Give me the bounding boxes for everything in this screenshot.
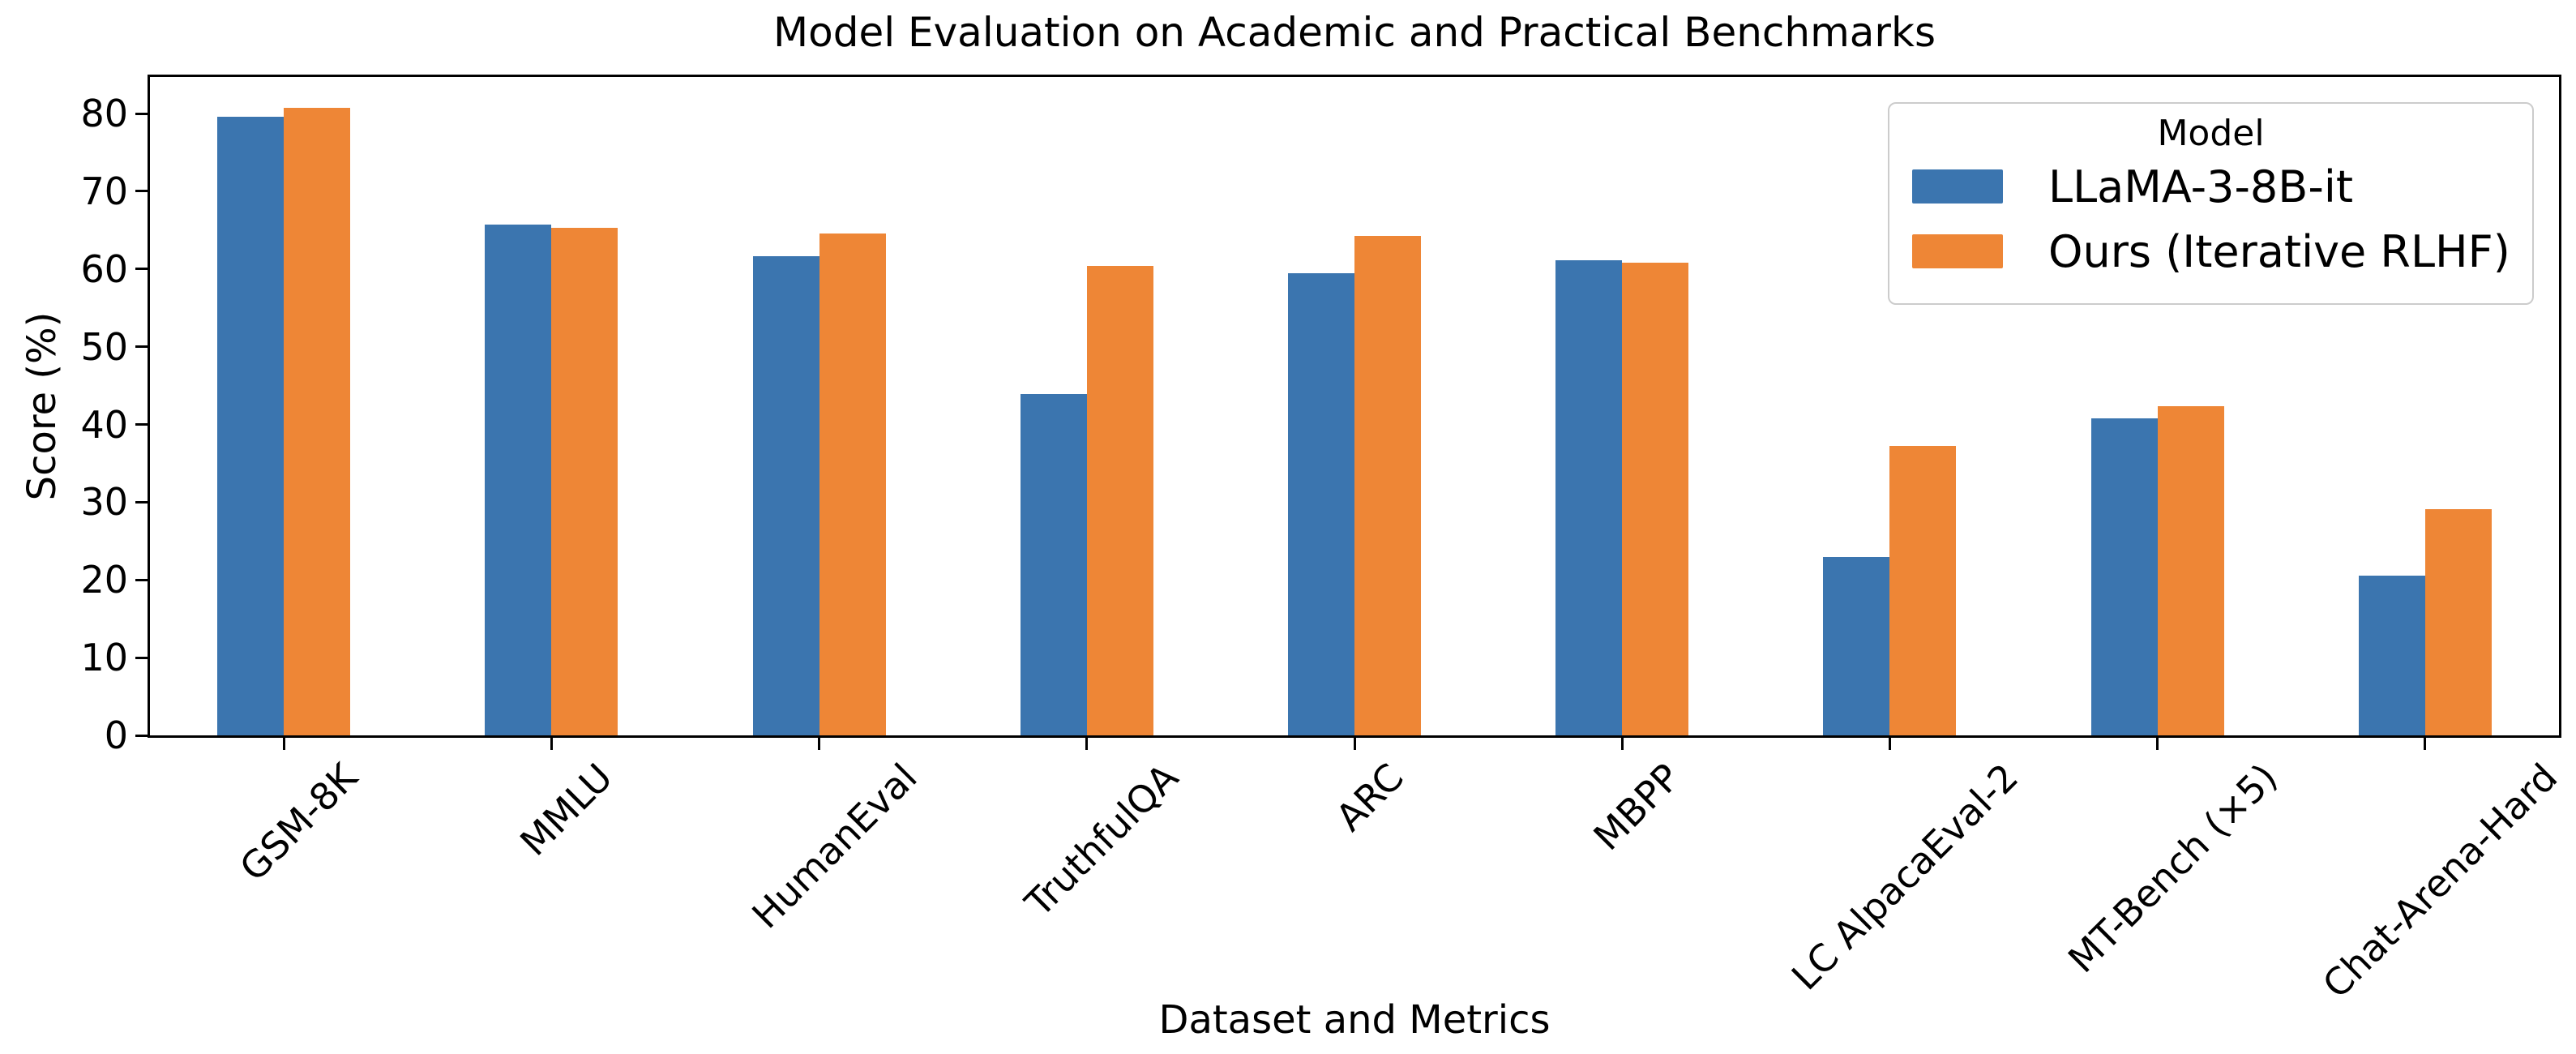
y-tick-mark	[135, 500, 150, 503]
x-tick-label: TruthfulQA	[1016, 755, 1187, 925]
y-tick-mark	[135, 578, 150, 581]
legend-swatch-icon	[1912, 234, 2003, 268]
bar-llama-3-8b-it	[217, 116, 285, 735]
y-tick-label: 10	[80, 636, 128, 680]
y-tick-mark	[135, 656, 150, 659]
x-tick-label: MT-Bench (×5)	[2059, 755, 2286, 982]
bar-ours-iterative-rlhf-	[2157, 406, 2224, 735]
bar-llama-3-8b-it	[485, 225, 552, 735]
bar-ours-iterative-rlhf-	[284, 108, 351, 735]
y-tick-label: 50	[80, 324, 128, 369]
bar-ours-iterative-rlhf-	[819, 233, 886, 735]
x-tick-mark	[2424, 735, 2427, 750]
legend-entry: LLaMA-3-8B-it	[1889, 154, 2532, 219]
chart-title: Model Evaluation on Academic and Practic…	[772, 9, 1936, 56]
y-tick-label: 80	[80, 92, 128, 136]
bar-ours-iterative-rlhf-	[1086, 265, 1153, 735]
y-tick-label: 70	[80, 169, 128, 213]
x-tick-label: Chat-Arena-Hard	[2314, 755, 2566, 1007]
y-tick-mark	[135, 423, 150, 426]
y-tick-label: 40	[80, 402, 128, 447]
x-tick-label: ARC	[1327, 755, 1412, 840]
x-tick-mark	[1353, 735, 1356, 750]
x-tick-label: GSM-8K	[231, 755, 366, 890]
bar-llama-3-8b-it	[1823, 557, 1890, 735]
bar-ours-iterative-rlhf-	[1622, 263, 1689, 735]
bar-ours-iterative-rlhf-	[1354, 235, 1421, 735]
x-tick-mark	[282, 735, 285, 750]
y-tick-mark	[135, 112, 150, 115]
legend-entry: Ours (Iterative RLHF)	[1889, 219, 2532, 284]
legend-entry-label: LLaMA-3-8B-it	[2048, 161, 2353, 212]
bar-llama-3-8b-it	[752, 256, 819, 735]
legend-entry-label: Ours (Iterative RLHF)	[2048, 225, 2510, 277]
bar-llama-3-8b-it	[1555, 260, 1623, 735]
x-tick-label: LC AlpacaEval-2	[1782, 755, 2026, 999]
bar-ours-iterative-rlhf-	[1889, 446, 1957, 735]
x-tick-mark	[1888, 735, 1891, 750]
bar-llama-3-8b-it	[2358, 575, 2425, 735]
bar-llama-3-8b-it	[1288, 272, 1354, 735]
x-tick-label: MMLU	[511, 755, 622, 864]
y-tick-label: 20	[80, 558, 128, 602]
x-tick-mark	[818, 735, 821, 750]
bar-ours-iterative-rlhf-	[2424, 509, 2492, 735]
bar-llama-3-8b-it	[1020, 394, 1087, 735]
legend: Model LLaMA-3-8B-it Ours (Iterative RLHF)	[1888, 102, 2534, 305]
y-tick-mark	[135, 734, 150, 737]
legend-title: Model	[2157, 113, 2265, 154]
bar-llama-3-8b-it	[2090, 418, 2158, 735]
y-tick-mark	[135, 345, 150, 349]
y-tick-label: 0	[104, 713, 128, 757]
x-tick-mark	[1085, 735, 1089, 750]
x-tick-label: HumanEval	[742, 755, 926, 937]
y-tick-mark	[135, 190, 150, 193]
bar-ours-iterative-rlhf-	[551, 227, 618, 735]
x-tick-label: MBPP	[1585, 755, 1689, 859]
x-tick-mark	[550, 735, 553, 750]
legend-swatch-icon	[1912, 169, 2003, 204]
legend-entries: LLaMA-3-8B-it Ours (Iterative RLHF)	[1889, 154, 2532, 284]
y-tick-label: 30	[80, 480, 128, 525]
x-tick-mark	[1620, 735, 1624, 750]
x-axis-label: Dataset and Metrics	[1158, 997, 1551, 1043]
y-tick-mark	[135, 268, 150, 271]
x-tick-mark	[2156, 735, 2159, 750]
y-tick-label: 60	[80, 246, 128, 291]
